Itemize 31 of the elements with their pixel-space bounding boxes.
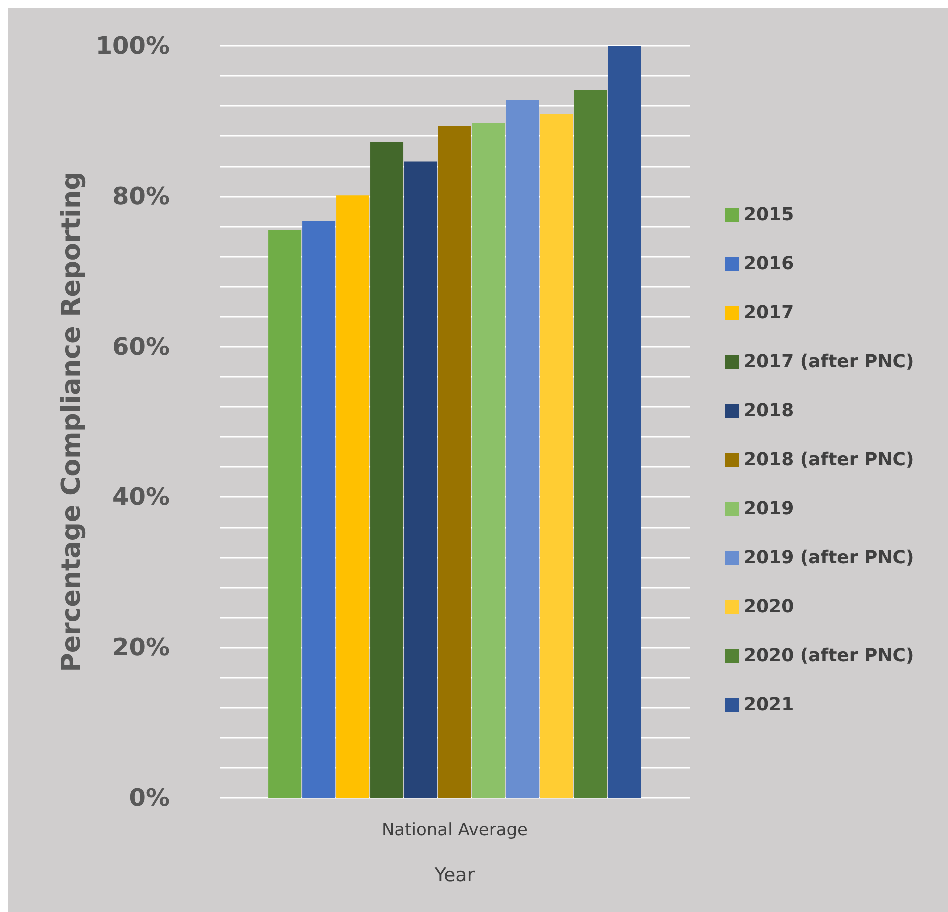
x-axis-title: Year: [434, 864, 476, 886]
legend-label: 2018 (after PNC): [744, 450, 914, 470]
legend-label: 2021: [744, 694, 794, 716]
bar: [574, 90, 608, 798]
y-axis-title: Percentage Compliance Reporting: [57, 172, 87, 672]
y-tick-label: 60%: [112, 332, 170, 361]
bar: [370, 142, 404, 798]
legend-label: 2016: [744, 254, 794, 274]
legend-label: 2019: [744, 498, 794, 520]
bar: [540, 114, 574, 798]
bar: [336, 196, 370, 798]
legend-label: 2015: [744, 204, 794, 226]
x-tick-label: National Average: [382, 820, 528, 840]
legend-label: 2018: [744, 400, 794, 422]
legend-label: 2020 (after PNC): [744, 646, 914, 666]
bar: [302, 221, 336, 798]
legend-label: 2017: [744, 302, 794, 324]
bar: [472, 123, 506, 798]
legend-label: 2017 (after PNC): [744, 352, 914, 372]
y-tick-label: 20%: [112, 634, 170, 662]
bar: [268, 230, 302, 798]
y-tick-label: 80%: [112, 182, 170, 210]
bar: [608, 46, 642, 798]
y-tick-label: 100%: [96, 32, 170, 60]
y-tick-label: 0%: [129, 784, 170, 812]
legend-label: 2019 (after PNC): [744, 548, 914, 568]
bar: [506, 100, 540, 798]
bar: [404, 162, 438, 798]
y-tick-label: 40%: [112, 483, 170, 512]
bar: [438, 126, 472, 798]
legend-label: 2020: [744, 596, 794, 618]
